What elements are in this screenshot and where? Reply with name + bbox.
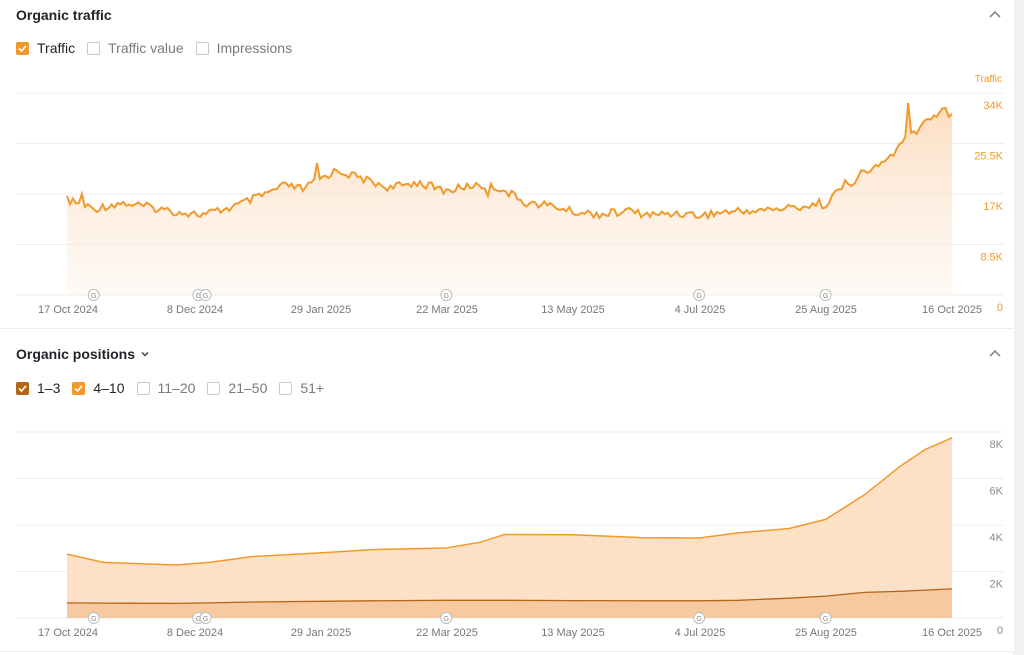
positions-1-3-line [66,588,953,605]
google-update-marker-icon[interactable]: G [693,289,706,301]
impressions-checkbox-label: Impressions [216,40,293,56]
positions-11-20-label: 11–20 [157,380,196,396]
google-update-marker-icon[interactable]: G [199,612,212,624]
traffic-y-tick-label: 17K [983,201,1003,213]
traffic-x-tick-label: 8 Dec 2024 [167,304,223,316]
google-marker-letter: G [696,293,701,300]
traffic-x-tick-label: 13 May 2025 [541,304,605,316]
positions-x-tick-label: 17 Oct 2024 [38,627,98,639]
traffic-y-tick-label: 0 [997,302,1003,314]
traffic-x-tick-label: 25 Aug 2025 [795,304,857,316]
positions-1-3-label: 1–3 [37,380,61,396]
checkbox-empty-icon [87,41,101,55]
impressions-checkbox[interactable]: Impressions [195,40,293,56]
positions-21-50-label: 21–50 [228,380,268,396]
positions-y-tick-label: 2K [990,579,1004,591]
traffic-axis-title: Traffic [975,74,1002,85]
traffic-metric-checkboxes: Traffic Traffic value Impressions [16,40,304,56]
chevron-down-icon [141,351,149,357]
positions-x-tick-label: 22 Mar 2025 [416,627,478,639]
google-marker-letter: G [203,293,208,300]
google-update-marker-icon[interactable]: G [199,289,212,301]
positions-x-tick-label: 13 May 2025 [541,627,605,639]
positions-x-tick-label: 8 Dec 2024 [167,627,223,639]
traffic-x-tick-label: 29 Jan 2025 [291,304,352,316]
traffic-y-tick-label: 25.5K [974,151,1003,163]
organic-traffic-panel: Organic traffic Traffic Traffic value Im… [0,0,1014,329]
chevron-up-icon[interactable] [988,8,1002,22]
positions-11-20-checkbox[interactable]: 11–20 [136,380,196,396]
positions-y-tick-label: 6K [990,486,1004,498]
positions-y-tick-label: 0 [997,625,1003,637]
positions-4-10-checkbox[interactable]: 4–10 [72,380,125,396]
traffic-y-tick-label: 34K [983,100,1003,112]
organic-positions-panel: Organic positions 1–3 4–10 11–20 21–50 [0,329,1014,652]
position-range-checkboxes: 1–3 4–10 11–20 21–50 51+ [16,380,336,396]
checkbox-checked-icon [16,41,29,55]
organic-traffic-chart[interactable]: Traffic 34K 25.5K 17K 8.5K 0 17 Oct 2024 8 De… [0,0,1014,328]
positions-1-3-checkbox[interactable]: 1–3 [16,380,60,396]
organic-traffic-title: Organic traffic [16,7,112,23]
google-marker-letter: G [91,293,96,300]
traffic-checkbox[interactable]: Traffic [16,40,75,56]
traffic-y-tick-label: 8.5K [980,252,1003,264]
google-marker-letter: G [203,616,208,623]
google-update-marker-icon[interactable]: G [440,612,453,624]
scrollbar-track[interactable] [1013,0,1024,655]
positions-x-tick-label: 4 Jul 2025 [675,627,726,639]
checkbox-empty-icon [136,381,150,395]
chevron-up-icon[interactable] [988,347,1002,361]
checkbox-checked-icon [16,381,29,395]
google-update-marker-icon[interactable]: G [819,612,832,624]
checkbox-empty-icon [279,381,293,395]
google-marker-letter: G [696,616,701,623]
positions-x-tick-label: 29 Jan 2025 [291,627,352,639]
positions-x-tick-label: 25 Aug 2025 [795,627,857,639]
traffic-x-tick-label: 4 Jul 2025 [675,304,726,316]
organic-positions-dropdown[interactable]: Organic positions [16,346,150,362]
traffic-series-line [66,102,953,221]
positions-4-10-label: 4–10 [93,380,125,396]
traffic-value-checkbox[interactable]: Traffic value [87,40,184,56]
google-update-marker-icon[interactable]: G [440,289,453,301]
traffic-area-fill [67,103,952,295]
google-marker-letter: G [444,616,449,623]
organic-positions-chart[interactable]: 8K 6K 4K 2K 0 17 Oct 2024 8 Dec 2024 29 Jan 20… [0,329,1014,651]
organic-positions-title: Organic positions [16,346,136,362]
google-update-marker-icon[interactable]: G [693,612,706,624]
google-update-marker-icon[interactable]: G [819,289,832,301]
google-marker-letter: G [196,293,201,300]
positions-21-50-checkbox[interactable]: 21–50 [207,380,267,396]
checkbox-empty-icon [207,381,221,395]
google-marker-letter: G [91,616,96,623]
traffic-x-tick-label: 17 Oct 2024 [38,304,98,316]
positions-51plus-checkbox[interactable]: 51+ [279,380,324,396]
google-marker-letter: G [444,293,449,300]
google-marker-letter: G [823,616,828,623]
google-marker-letter: G [196,616,201,623]
positions-4-10-line [66,437,953,566]
positions-51plus-label: 51+ [300,380,325,396]
traffic-x-tick-label: 22 Mar 2025 [416,304,478,316]
checkbox-empty-icon [195,41,209,55]
traffic-checkbox-label: Traffic [37,40,76,56]
checkbox-checked-icon [72,381,86,395]
traffic-x-tick-label: 16 Oct 2025 [922,304,982,316]
positions-4-10-area [67,437,952,618]
positions-y-tick-label: 4K [990,532,1004,544]
google-marker-letter: G [823,293,828,300]
google-update-marker-icon[interactable]: G [87,612,100,624]
google-update-marker-icon[interactable]: G [87,289,100,301]
positions-x-tick-label: 16 Oct 2025 [922,627,982,639]
traffic-value-checkbox-label: Traffic value [108,40,184,56]
positions-1-3-area [67,588,952,618]
positions-y-tick-label: 8K [990,439,1004,451]
